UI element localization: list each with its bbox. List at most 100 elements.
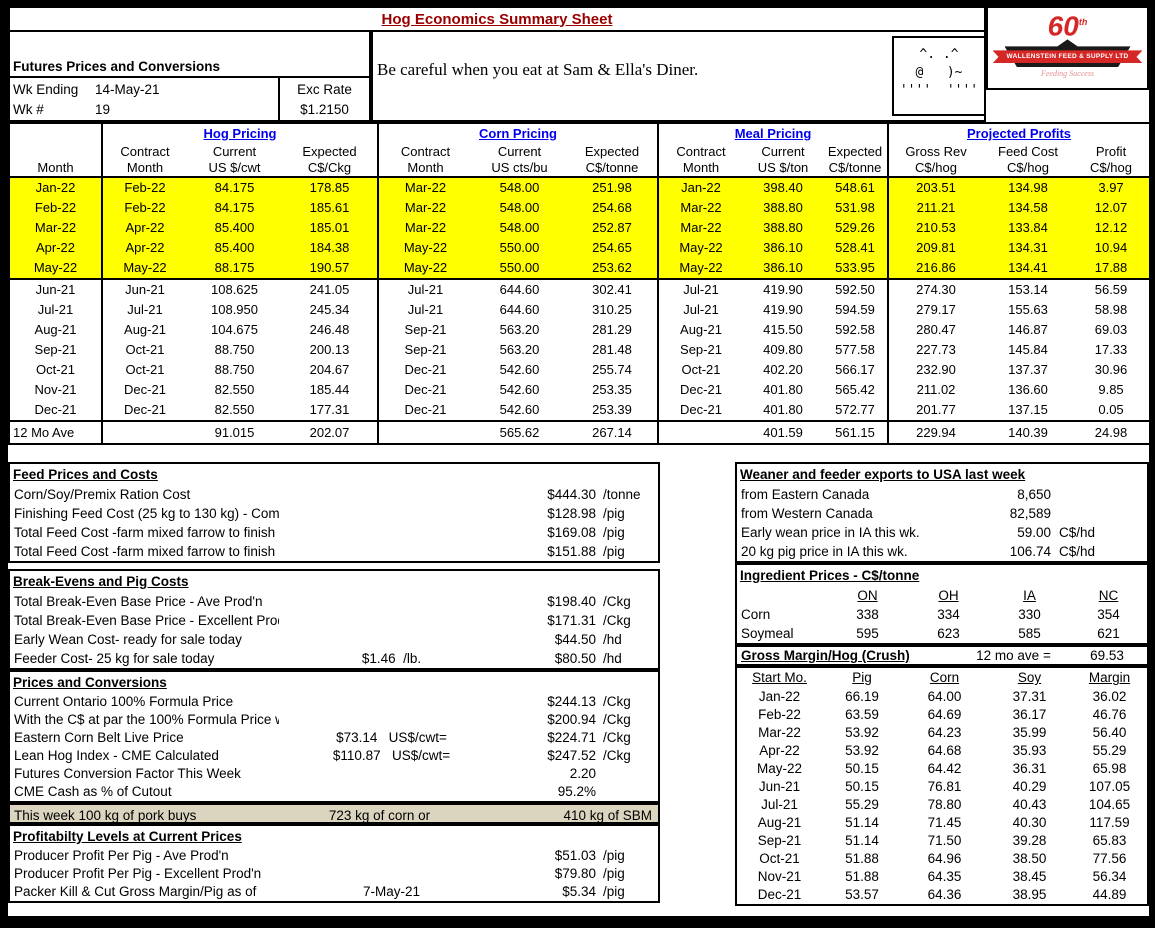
futures-pricing-table: Hog Pricing Corn Pricing Meal Pricing Pr… (8, 122, 1152, 445)
average-row: 12 Mo Ave 91.015 202.07 565.62 267.14 40… (9, 420, 1151, 444)
column-header: Current US $/cwt (187, 144, 282, 178)
export-row: from Eastern Canada 8,650 (741, 487, 1051, 502)
column-header: Current US $/ton (743, 144, 823, 178)
corn-equivalent-value: 723 kg of corn or (328, 808, 431, 823)
price-conversion-row: Lean Hog Index - CME Calculated $110.87 … (14, 748, 631, 763)
crush-row: Nov-21 51.88 64.35 38.45 56.34 (757, 869, 1127, 884)
lower-left-column: Feed Prices and Costs Corn/Soy/Premix Ra… (8, 462, 660, 903)
table-row: Jul-21 Jul-21 108.950 245.34 Jul-21 644.… (9, 300, 1150, 320)
table-row: Aug-21 Aug-21 104.675 246.48 Sep-21 563.… (9, 320, 1150, 340)
profitability-row: Packer Kill & Cut Gross Margin/Pig as of… (14, 884, 625, 899)
week-ending-row: Wk Ending 14-May-21 (13, 80, 278, 100)
joke-box: Be careful when you eat at Sam & Ella's … (371, 30, 986, 122)
hog-economics-sheet: Hog Economics Summary Sheet 60th WALLENS… (8, 6, 1152, 916)
col-margin: Margin (1088, 670, 1131, 685)
table-row: Jun-21 Jun-21 108.625 241.05 Jul-21 644.… (9, 279, 1150, 300)
col-soy: Soy (1017, 670, 1042, 685)
price-conversion-row: CME Cash as % of Cutout 95.2% (14, 784, 596, 799)
group-header-row: Hog Pricing Corn Pricing Meal Pricing Pr… (9, 123, 1151, 144)
month-cell: Jun-21 (35, 282, 76, 297)
group-projected-profits: Projected Profits (967, 126, 1072, 141)
page-title: Hog Economics Summary Sheet (381, 10, 613, 28)
feed-price-row: Total Feed Cost -farm mixed farrow to fi… (14, 525, 625, 540)
week-ending-value: 14-May-21 (95, 82, 160, 97)
column-header: Month (9, 144, 102, 178)
crush-row: Oct-21 51.88 64.96 38.50 77.56 (759, 851, 1127, 866)
ingredient-row: Soymeal 595 623 585 621 (741, 626, 1120, 641)
table-row: Apr-22 Apr-22 85.400 184.38 May-22 550.0… (9, 238, 1151, 258)
month-cell: Oct-21 (35, 362, 75, 377)
ingredient-row: Corn 338 334 330 354 (741, 607, 1120, 622)
feed-price-row: Corn/Soy/Premix Ration Cost $444.30 /ton… (14, 487, 641, 502)
ingredient-prices-section: Ingredient Prices - C$/tonne ON OH IA NC (735, 563, 1149, 645)
prices-conversions-title: Prices and Conversions (13, 675, 167, 690)
crush-row: Apr-22 53.92 64.68 35.93 55.29 (759, 743, 1127, 758)
break-evens-section: Break-Evens and Pig Costs Total Break-Ev… (8, 569, 660, 670)
joke-text: Be careful when you eat at Sam & Ella's … (377, 60, 699, 79)
cat-art-line: ^. .^ (919, 47, 959, 62)
gross-margin-ave-label: 12 mo ave = (976, 648, 1051, 663)
col-ia: IA (1023, 588, 1036, 603)
crush-margin-section: Start Mo. Pig Corn Soy Margin Jan-22 66.… (735, 666, 1149, 906)
crush-row: Dec-21 53.57 64.36 38.95 44.89 (757, 887, 1127, 902)
group-corn-pricing: Corn Pricing (478, 126, 557, 141)
logo-emblem: WALLENSTEIN FEED & SUPPLY LTD (992, 39, 1143, 68)
break-even-row: Early Wean Cost- ready for sale today $4… (14, 632, 622, 647)
crush-row: May-22 50.15 64.42 36.31 65.98 (756, 761, 1127, 776)
column-header: Profit C$/hog (1073, 144, 1151, 178)
column-header: Contract Month (101, 144, 187, 178)
month-cell: Jan-22 (9, 177, 102, 198)
lower-right-column: Weaner and feeder exports to USA last we… (735, 462, 1149, 906)
average-row-label: 12 Mo Ave (9, 420, 102, 444)
price-conversion-row: Futures Conversion Factor This Week 2.20 (14, 766, 596, 781)
anniversary-badge: 60th (1047, 10, 1088, 42)
company-ribbon: WALLENSTEIN FEED & SUPPLY LTD (992, 50, 1143, 64)
weaner-exports-section: Weaner and feeder exports to USA last we… (735, 462, 1149, 563)
month-cell: Apr-22 (9, 238, 102, 258)
title-bar: Hog Economics Summary Sheet (8, 6, 986, 32)
exchange-rate-label: Exc Rate (297, 82, 352, 97)
ingredient-prices-table: ON OH IA NC Corn 338 334 330 (737, 586, 1147, 643)
gross-margin-title: Gross Margin/Hog (Crush) (741, 648, 910, 663)
crush-row: Jul-21 55.29 78.80 40.43 104.65 (761, 797, 1131, 812)
month-cell: Aug-21 (34, 322, 77, 337)
month-cell: Sep-21 (34, 342, 77, 357)
crush-row: Jun-21 50.15 76.81 40.29 107.05 (758, 779, 1131, 794)
profitability-section: Profitabilty Levels at Current Prices Pr… (8, 824, 660, 903)
break-even-row: Total Break-Even Base Price - Ave Prod'n… (14, 594, 631, 609)
crush-row: Jan-22 66.19 64.00 37.31 36.02 (758, 689, 1127, 704)
price-conversion-row: Current Ontario 100% Formula Price $244.… (14, 694, 631, 709)
pork-buying-power-row: This week 100 kg of pork buys 723 kg of … (8, 803, 660, 824)
crush-row: Feb-22 63.59 64.69 36.17 46.76 (758, 707, 1127, 722)
exchange-rate-box: Exc Rate $1.2150 (278, 78, 369, 120)
feed-price-row: Total Feed Cost -farm mixed farrow to fi… (14, 544, 625, 559)
table-row: Jan-22 Feb-22 84.175 178.85 Mar-22 548.0… (9, 177, 1151, 198)
month-cell: Jul-21 (37, 302, 74, 317)
company-logo: 60th WALLENSTEIN FEED & SUPPLY LTD Feedi… (986, 6, 1149, 90)
feed-price-row: Finishing Feed Cost (25 kg to 130 kg) - … (14, 506, 625, 521)
crush-row: Aug-21 51.14 71.45 40.30 117.59 (757, 815, 1130, 830)
profitability-row: Producer Profit Per Pig - Excellent Prod… (14, 866, 625, 881)
futures-section-label: Futures Prices and Conversions (13, 59, 221, 74)
week-number-label: Wk # (13, 102, 44, 117)
export-row: from Western Canada 82,589 (741, 506, 1051, 521)
table-row: Mar-22 Apr-22 85.400 185.01 Mar-22 548.0… (9, 218, 1151, 238)
column-header: Gross Rev C$/hog (887, 144, 984, 178)
export-row: 20 kg pig price in IA this wk. 106.74 C$… (741, 544, 1096, 559)
pork-buys-label: This week 100 kg of pork buys (14, 808, 197, 823)
cat-art-line: @ )~ (915, 65, 963, 80)
profitability-title: Profitabilty Levels at Current Prices (13, 829, 242, 844)
break-even-row: Feeder Cost- 25 kg for sale today $1.46 … (14, 651, 622, 666)
month-col-spacer (9, 123, 102, 144)
gross-margin-ave-value: 69.53 (1090, 648, 1124, 663)
exchange-rate-value: $1.2150 (300, 102, 349, 117)
table-row: Dec-21 Dec-21 82.550 177.31 Dec-21 542.6… (9, 400, 1150, 421)
logo-tagline: Feeding Success (1040, 69, 1095, 79)
cat-art-line: '''' '''' (899, 83, 979, 98)
column-header: Contract Month (657, 144, 743, 178)
col-nc: NC (1098, 588, 1119, 603)
feed-prices-section: Feed Prices and Costs Corn/Soy/Premix Ra… (8, 462, 660, 563)
ingredient-header-row: ON OH IA NC (737, 586, 1147, 605)
futures-section-box: Futures Prices and Conversions (8, 30, 371, 78)
sbm-equivalent-value: 410 kg of SBM (563, 808, 652, 823)
